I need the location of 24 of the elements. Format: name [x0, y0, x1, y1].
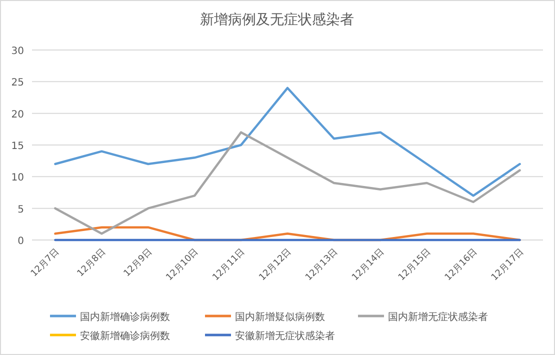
y-tick-label: 15 — [11, 141, 24, 152]
x-tick-label: 12月7日 — [29, 247, 62, 280]
x-tick-label: 12月10日 — [164, 247, 201, 284]
chart-title: 新增病例及无症状感染者 — [200, 12, 354, 28]
x-tick-label: 12月13日 — [304, 247, 340, 284]
legend-label: 国内新增无症状感染者 — [388, 311, 488, 323]
x-tick-label: 12月9日 — [122, 247, 154, 280]
x-tick-label: 12月11日 — [211, 247, 248, 284]
y-tick-label: 10 — [11, 172, 24, 184]
y-tick-label: 5 — [18, 204, 24, 216]
x-tick-label: 12月12日 — [258, 247, 294, 284]
legend-label: 安徽新增无症状感染者 — [235, 330, 335, 342]
y-tick-label: 30 — [11, 46, 24, 57]
x-tick-label: 12月16日 — [443, 247, 480, 284]
legend-label: 国内新增确诊病例数 — [80, 311, 170, 323]
x-tick-label: 12月8日 — [76, 247, 108, 280]
x-tick-label: 12月15日 — [396, 247, 433, 284]
legend-label: 安徽新增确诊病例数 — [80, 330, 170, 342]
y-tick-label: 20 — [11, 109, 24, 120]
x-tick-label: 12月14日 — [350, 247, 387, 284]
x-tick-label: 12月17日 — [490, 247, 526, 284]
legend-label: 国内新增疑似病例数 — [235, 311, 325, 323]
y-tick-label: 25 — [11, 78, 24, 89]
y-tick-label: 0 — [18, 236, 24, 247]
